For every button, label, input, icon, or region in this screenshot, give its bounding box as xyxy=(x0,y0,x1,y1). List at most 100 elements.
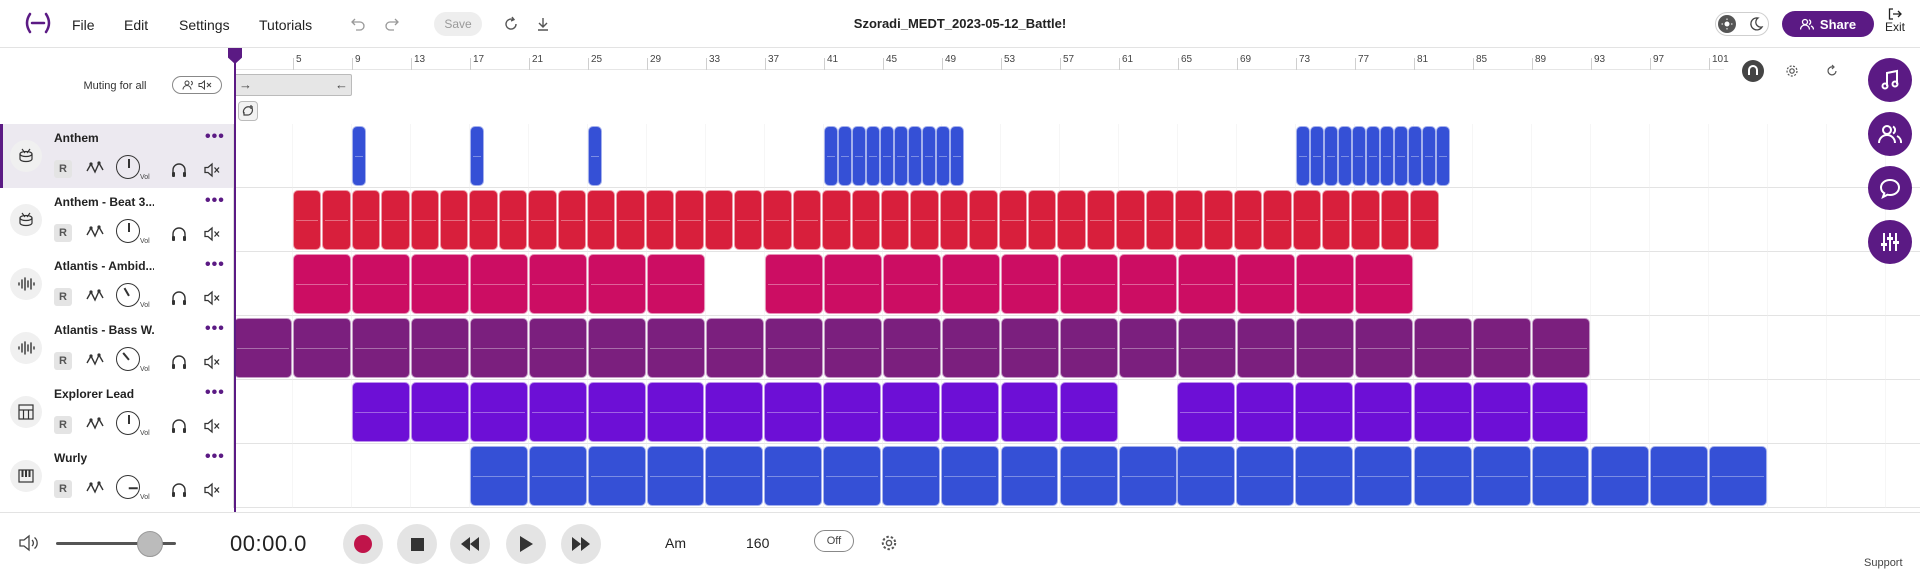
loop-toggle-icon[interactable] xyxy=(1821,60,1843,82)
audio-clip[interactable] xyxy=(529,382,587,442)
speaker-icon[interactable] xyxy=(18,534,40,552)
audio-clip[interactable] xyxy=(470,126,484,186)
app-logo[interactable] xyxy=(22,12,54,34)
track-header[interactable]: Atlantis - Bass W... ••• R Vol xyxy=(0,316,234,380)
audio-clip[interactable] xyxy=(1236,446,1294,506)
theme-toggle[interactable] xyxy=(1715,12,1769,36)
audio-clip[interactable] xyxy=(941,446,999,506)
audio-clip[interactable] xyxy=(881,190,910,250)
track-name[interactable]: Atlantis - Ambid... xyxy=(54,259,154,273)
track-row[interactable]: Wurly ••• R Vol xyxy=(0,444,1920,508)
audio-clip[interactable] xyxy=(894,126,908,186)
audio-clip[interactable] xyxy=(1296,126,1310,186)
audio-clip[interactable] xyxy=(1351,190,1380,250)
track-name[interactable]: Wurly xyxy=(54,451,88,465)
record-arm-button[interactable]: R xyxy=(54,352,72,370)
timeline-ruler[interactable]: 5 9 13 17 21 25 29 33 37 41 45 49 53 57 61 65 69 73 77 81 85… xyxy=(234,48,1729,70)
track-row[interactable]: Atlantis - Ambid... ••• R Vol xyxy=(0,252,1920,316)
audio-clip[interactable] xyxy=(1296,318,1354,378)
automation-icon[interactable] xyxy=(86,351,104,369)
track-header[interactable]: Wurly ••• R Vol xyxy=(0,444,234,508)
audio-clip[interactable] xyxy=(647,254,705,314)
audio-clip[interactable] xyxy=(1177,382,1235,442)
loop-start-arrow-icon[interactable]: → xyxy=(239,77,252,92)
mixer-button[interactable] xyxy=(1868,220,1912,264)
mute-icon[interactable] xyxy=(203,417,221,435)
audio-clip[interactable] xyxy=(1001,382,1058,442)
audio-clip[interactable] xyxy=(1178,318,1236,378)
audio-clip[interactable] xyxy=(647,318,705,378)
audio-clip[interactable] xyxy=(1324,126,1338,186)
tempo-display[interactable]: 160 xyxy=(746,535,770,551)
audio-clip[interactable] xyxy=(557,190,586,250)
track-row[interactable]: Anthem ••• R Vol xyxy=(0,124,1920,188)
audio-clip[interactable] xyxy=(469,190,498,250)
headphones-icon[interactable] xyxy=(170,289,188,307)
audio-clip[interactable] xyxy=(647,382,704,442)
mute-icon[interactable] xyxy=(203,161,221,179)
audio-clip[interactable] xyxy=(1414,318,1472,378)
audio-clip[interactable] xyxy=(823,446,881,506)
audio-clip[interactable] xyxy=(1414,382,1472,442)
audio-clip[interactable] xyxy=(1532,446,1589,506)
menu-file[interactable]: File xyxy=(72,17,95,33)
audio-clip[interactable] xyxy=(852,126,866,186)
record-arm-button[interactable]: R xyxy=(54,160,72,178)
audio-clip[interactable] xyxy=(588,446,646,506)
sound-browser-button[interactable] xyxy=(1868,58,1912,102)
headphones-icon[interactable] xyxy=(170,353,188,371)
audio-clip[interactable] xyxy=(1295,382,1353,442)
support-link[interactable]: Support xyxy=(1864,557,1903,569)
audio-clip[interactable] xyxy=(1001,446,1058,506)
audio-clip[interactable] xyxy=(1709,446,1767,506)
mute-icon[interactable] xyxy=(203,289,221,307)
audio-clip[interactable] xyxy=(1422,126,1436,186)
volume-knob[interactable] xyxy=(116,475,140,499)
audio-clip[interactable] xyxy=(824,318,882,378)
record-arm-button[interactable]: R xyxy=(54,480,72,498)
track-name[interactable]: Anthem - Beat 3... xyxy=(54,195,154,209)
more-options-icon[interactable]: ••• xyxy=(205,256,225,273)
exit-button[interactable]: Exit xyxy=(1880,8,1910,34)
share-button[interactable]: Share xyxy=(1782,11,1874,37)
more-options-icon[interactable]: ••• xyxy=(205,128,225,145)
drum-icon[interactable] xyxy=(10,140,42,172)
audio-clip[interactable] xyxy=(838,126,852,186)
audio-clip[interactable] xyxy=(1263,190,1292,250)
audio-clip[interactable] xyxy=(1532,318,1590,378)
record-button[interactable] xyxy=(343,524,383,564)
audio-clip[interactable] xyxy=(1408,126,1422,186)
snap-magnet-icon[interactable] xyxy=(1742,60,1764,82)
audio-clip[interactable] xyxy=(883,318,941,378)
record-arm-button[interactable]: R xyxy=(54,224,72,242)
audio-clip[interactable] xyxy=(1473,318,1531,378)
audio-clip[interactable] xyxy=(969,190,998,250)
audio-clip[interactable] xyxy=(936,126,950,186)
audio-clip[interactable] xyxy=(1119,318,1177,378)
audio-clip[interactable] xyxy=(1116,190,1145,250)
audio-clip[interactable] xyxy=(293,190,322,250)
audio-clip[interactable] xyxy=(1001,318,1059,378)
audio-clip[interactable] xyxy=(470,382,528,442)
track-header[interactable]: Anthem ••• R Vol xyxy=(0,124,234,188)
audio-clip[interactable] xyxy=(1354,382,1412,442)
audio-clip[interactable] xyxy=(704,190,733,250)
track-lane[interactable] xyxy=(234,444,1920,508)
audio-clip[interactable] xyxy=(823,382,881,442)
audio-clip[interactable] xyxy=(528,190,557,250)
audio-clip[interactable] xyxy=(1473,446,1531,506)
redo-icon[interactable] xyxy=(381,13,403,35)
volume-knob[interactable] xyxy=(116,283,140,307)
automation-icon[interactable] xyxy=(86,159,104,177)
audio-clip[interactable] xyxy=(351,190,381,250)
audio-clip[interactable] xyxy=(1233,190,1263,250)
audio-clip[interactable] xyxy=(1057,190,1086,250)
track-lane[interactable] xyxy=(234,380,1920,444)
audio-clip[interactable] xyxy=(1001,254,1059,314)
track-lane[interactable] xyxy=(234,188,1920,252)
audio-clip[interactable] xyxy=(1473,382,1531,442)
audio-clip[interactable] xyxy=(1119,254,1177,314)
audio-clip[interactable] xyxy=(1380,190,1410,250)
audio-clip[interactable] xyxy=(883,254,941,314)
metronome-toggle[interactable]: Off xyxy=(814,530,854,552)
